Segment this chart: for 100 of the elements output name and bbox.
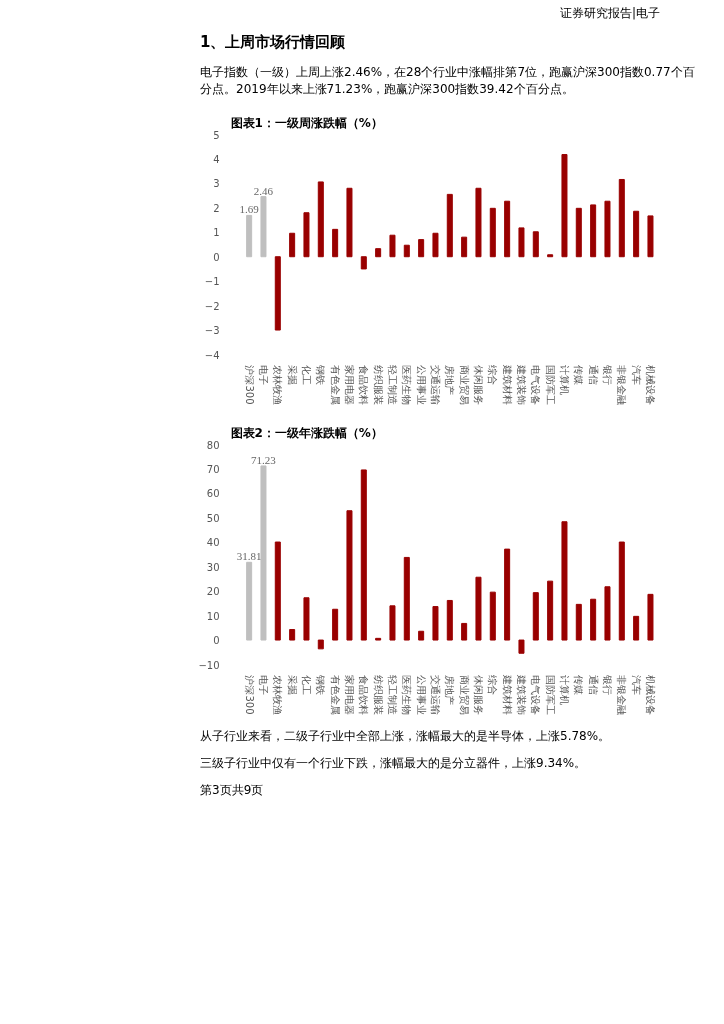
- text: 证券研究报告|电子: [560, 5, 661, 22]
- x-tick-label: 钢铁: [315, 364, 327, 386]
- bar: [547, 580, 554, 641]
- bar: [389, 605, 396, 641]
- y-tick-label: −10: [198, 659, 220, 671]
- bar: [317, 639, 324, 650]
- y-tick-label: 50: [206, 512, 220, 524]
- x-tick-label: 综合: [487, 365, 499, 386]
- bar: [590, 598, 597, 641]
- y-tick-label: 2: [213, 202, 220, 214]
- bar: [504, 548, 511, 641]
- y-tick-label: 0: [213, 634, 220, 646]
- x-tick-label: 交通运输: [429, 675, 441, 716]
- x-tick-label: 农林牧渔: [272, 365, 284, 406]
- data-label: 71.23: [251, 453, 277, 466]
- bar: [518, 227, 525, 258]
- x-tick-label: 综合: [487, 675, 499, 696]
- x-tick-label: 建筑材料: [501, 364, 513, 406]
- x-tick-label: 农林牧渔: [272, 675, 284, 716]
- x-tick-label: 家用电器: [343, 675, 355, 716]
- x-tick-label: 有色金属: [329, 365, 341, 406]
- bar: [647, 593, 654, 641]
- x-tick-label: 纺织服装: [372, 675, 384, 716]
- y-tick-label: −1: [204, 276, 220, 288]
- x-tick-label: 电子: [257, 675, 269, 696]
- bar: [389, 234, 396, 258]
- x-tick-label: 汽车: [630, 675, 642, 696]
- x-tick-label: 非银金融: [616, 365, 628, 406]
- bar: [475, 187, 482, 258]
- x-tick-label: 电气设备: [530, 675, 542, 716]
- bar: [260, 195, 267, 258]
- bar: [274, 256, 281, 331]
- x-tick-label: 电气设备: [530, 365, 542, 406]
- x-tick-label: 非银金融: [616, 675, 628, 716]
- y-tick-label: 20: [206, 586, 220, 598]
- y-tick-label: 70: [206, 463, 220, 475]
- x-tick-label: 国防军工: [544, 675, 556, 716]
- bar: [532, 591, 539, 641]
- bar: [317, 181, 324, 258]
- bar: [303, 597, 310, 641]
- bar: [303, 212, 310, 258]
- y-tick-label: −2: [204, 300, 220, 312]
- x-tick-label: 国防军工: [544, 365, 556, 406]
- bar: [647, 215, 654, 258]
- x-tick-label: 医药生物: [401, 675, 413, 716]
- bar: [604, 586, 611, 641]
- bar: [274, 541, 281, 641]
- bar: [289, 232, 296, 258]
- x-tick-label: 轻工制造: [386, 675, 398, 716]
- bar: [461, 622, 468, 641]
- bar: [260, 465, 267, 641]
- x-tick-label: 食品饮料: [358, 675, 370, 716]
- text: 从子行业来看，二级子行业中全部上涨，涨幅最大的是半导体，上涨5.78%。: [200, 727, 611, 745]
- bar: [561, 153, 568, 258]
- x-tick-label: 建筑材料: [501, 674, 513, 716]
- y-tick-label: −4: [204, 349, 220, 361]
- bar: [489, 591, 496, 641]
- bar: [504, 200, 511, 258]
- x-tick-label: 公用事业: [415, 675, 427, 716]
- x-tick-label: 沪深300: [243, 365, 255, 405]
- bar: [618, 541, 625, 641]
- data-label: 31.81: [236, 550, 262, 563]
- bar: [575, 603, 582, 641]
- x-tick-label: 商业贸易: [458, 675, 470, 716]
- x-tick-label: 钢铁: [315, 674, 327, 696]
- bar: [432, 232, 439, 258]
- x-tick-label: 沪深300: [243, 675, 255, 715]
- x-tick-label: 计算机: [558, 675, 570, 706]
- bar: [489, 207, 496, 258]
- x-tick-label: 机械设备: [644, 675, 656, 716]
- x-tick-label: 房地产: [444, 365, 456, 396]
- bar: [633, 615, 640, 641]
- y-tick-label: 10: [206, 610, 220, 622]
- bar: [432, 605, 439, 641]
- bar: [604, 200, 611, 258]
- y-tick-label: 1: [213, 227, 220, 239]
- y-tick-label: −3: [204, 324, 220, 336]
- text: 1、上周市场行情回顾: [200, 32, 346, 54]
- bar: [360, 256, 367, 270]
- chart-title: 图表2：一级年涨跌幅（%）: [230, 425, 383, 440]
- x-tick-label: 商业贸易: [458, 365, 470, 406]
- x-tick-label: 建筑装饰: [515, 674, 527, 716]
- y-tick-label: 0: [213, 251, 220, 263]
- data-label: 2.46: [253, 184, 274, 197]
- bar: [446, 599, 453, 641]
- bar: [461, 236, 468, 258]
- bar: [332, 228, 339, 258]
- x-tick-label: 家用电器: [343, 365, 355, 406]
- bar: [360, 469, 367, 641]
- y-tick-label: 4: [213, 153, 220, 165]
- x-tick-label: 采掘: [286, 675, 298, 696]
- x-tick-label: 传媒: [573, 365, 585, 386]
- x-tick-label: 轻工制造: [386, 365, 398, 406]
- x-tick-label: 房地产: [444, 675, 456, 706]
- y-tick-label: 3: [213, 178, 220, 190]
- x-tick-label: 公用事业: [415, 365, 427, 406]
- x-tick-label: 计算机: [558, 365, 570, 396]
- x-tick-label: 化工: [300, 365, 312, 386]
- bar: [332, 608, 339, 641]
- text: 三级子行业中仅有一个行业下跌，涨幅最大的是分立器件，上涨9.34%。: [200, 755, 587, 772]
